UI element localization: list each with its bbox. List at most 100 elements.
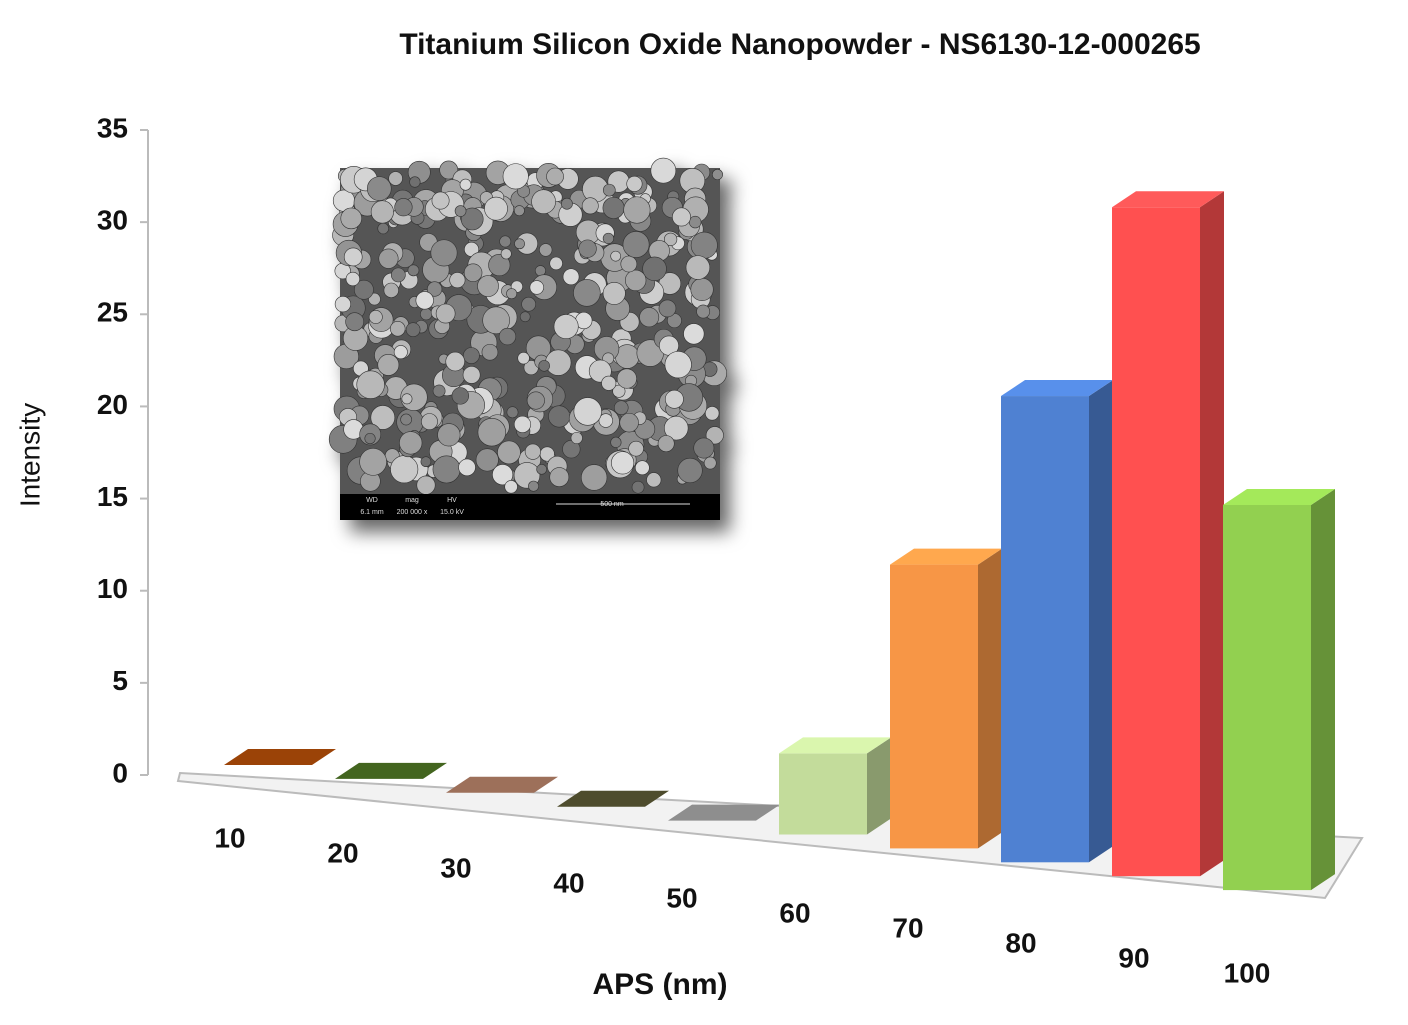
particle	[405, 322, 421, 337]
particle	[664, 351, 692, 379]
particle	[420, 456, 432, 468]
particle	[625, 269, 647, 292]
particle	[626, 175, 643, 192]
particle	[672, 207, 691, 227]
particle	[578, 239, 597, 258]
caption-text: WD	[366, 497, 378, 504]
particle	[610, 250, 621, 262]
particle	[634, 460, 650, 476]
particle	[370, 405, 396, 430]
particle	[432, 455, 461, 484]
bar-top	[1112, 191, 1224, 208]
particle	[611, 451, 635, 475]
caption-bar	[340, 494, 720, 520]
particle	[658, 299, 677, 318]
particle	[383, 282, 399, 298]
particle	[356, 370, 385, 399]
particle	[481, 343, 499, 361]
bar-front	[1001, 396, 1089, 863]
particle	[528, 480, 539, 492]
particle	[683, 323, 705, 345]
particle	[475, 448, 499, 472]
particle	[602, 183, 616, 197]
particle	[529, 280, 544, 295]
particle	[482, 306, 510, 335]
particle	[504, 480, 518, 494]
particle	[613, 400, 629, 415]
x-tick-label: 50	[666, 882, 697, 913]
y-tick-label: 0	[112, 757, 128, 788]
particle	[549, 467, 570, 487]
bar-top	[335, 762, 447, 779]
particle	[359, 448, 387, 476]
particle	[616, 368, 637, 389]
particle	[451, 387, 470, 405]
particle	[664, 389, 684, 409]
particle	[703, 456, 717, 470]
particle	[427, 281, 443, 297]
particle	[517, 352, 530, 365]
bar	[668, 804, 780, 821]
bar-front	[890, 564, 978, 849]
y-tick-label: 5	[112, 665, 128, 696]
particle	[340, 207, 362, 230]
particle	[548, 405, 571, 428]
particle	[388, 171, 403, 186]
bar	[446, 776, 558, 793]
particle	[619, 412, 639, 433]
particle	[689, 215, 702, 229]
chart-title: Titanium Silicon Oxide Nanopowder - NS61…	[399, 28, 1200, 61]
particle	[463, 347, 480, 364]
particle	[353, 279, 374, 300]
particle	[366, 176, 392, 201]
particle	[711, 169, 723, 181]
particle	[623, 196, 651, 224]
particle	[377, 222, 389, 235]
particle	[664, 232, 678, 246]
bar-top	[446, 776, 558, 793]
particle	[561, 197, 573, 210]
particle	[531, 189, 556, 215]
particle	[664, 415, 689, 441]
bar-side	[1089, 380, 1113, 863]
particle	[690, 231, 718, 259]
x-tick-label: 80	[1005, 927, 1036, 958]
particle	[573, 397, 602, 426]
particle	[432, 384, 446, 398]
x-tick-label: 60	[779, 897, 810, 928]
bar-side	[978, 548, 1002, 849]
particle	[492, 464, 514, 486]
particle	[462, 365, 481, 384]
y-tick-label: 25	[97, 297, 128, 328]
particle	[704, 406, 720, 421]
bar-top	[668, 804, 780, 821]
particle	[389, 321, 406, 337]
particle	[500, 248, 512, 260]
particle	[454, 205, 467, 217]
particle	[445, 351, 465, 372]
bars	[224, 191, 1335, 891]
particle	[642, 256, 667, 282]
bar-top	[779, 737, 891, 754]
particle	[484, 196, 508, 221]
particle	[400, 413, 412, 426]
y-tick-label: 15	[97, 481, 128, 512]
particle	[497, 440, 521, 465]
particle	[526, 391, 545, 410]
x-tick-label: 30	[440, 852, 471, 883]
particle	[580, 464, 608, 491]
caption-text: HV	[447, 497, 457, 504]
particle	[573, 279, 601, 307]
particle	[345, 312, 365, 332]
particle	[581, 197, 599, 215]
particle	[705, 426, 724, 445]
particle	[639, 307, 660, 328]
particle	[368, 310, 383, 324]
particle	[534, 265, 546, 277]
particle	[421, 413, 438, 431]
particle	[345, 271, 360, 287]
bar	[224, 749, 336, 765]
particle	[602, 232, 615, 245]
